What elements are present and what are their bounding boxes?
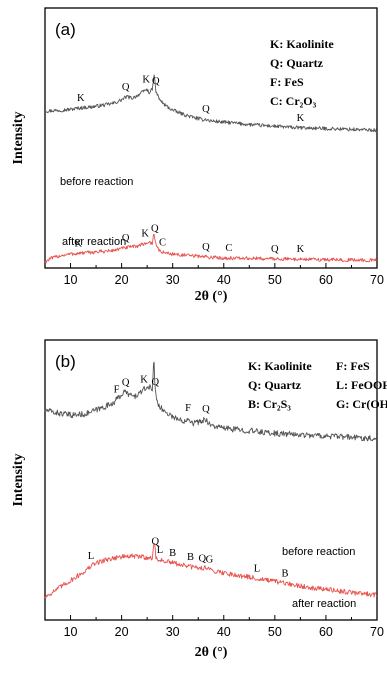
peak-label: L [254, 564, 260, 575]
peak-label: Q [122, 378, 130, 389]
x-axis-label: 2θ (°) [195, 289, 228, 304]
panel-label: (b) [55, 352, 76, 371]
plot-frame [44, 339, 378, 621]
peak-label: F [185, 403, 191, 414]
peak-label: B [169, 548, 176, 559]
series-label: before reaction [60, 176, 133, 188]
peak-label: Q [151, 223, 159, 234]
legend-entry: C: Cr₂O₃ [270, 94, 317, 108]
x-tick-label: 60 [319, 625, 333, 639]
peak-label: Q [152, 537, 160, 548]
peak-label: L [157, 545, 163, 556]
legend-entry: Q: Quartz [248, 378, 302, 392]
peak-label: F [114, 385, 120, 396]
series-line-before [44, 361, 377, 442]
peak-label: B [187, 552, 194, 563]
peak-label: Q [202, 242, 210, 253]
peak-label: L [88, 551, 94, 562]
y-axis-label: Intensity [11, 112, 26, 165]
xrd-panel-b: 10 20 30 40 50 60 70 2θ (°) Intensity (b) K: Kaoli… [11, 339, 387, 660]
peak-label: K [297, 244, 305, 255]
peak-label: Q [152, 377, 160, 388]
series-label: after reaction [292, 598, 356, 610]
peak-label: Q [271, 244, 279, 255]
peak-label: Q [199, 553, 207, 564]
plot-frame [44, 7, 378, 269]
x-tick-label: 30 [166, 273, 180, 287]
x-tick-label: 70 [370, 273, 384, 287]
peak-label: K [140, 375, 148, 386]
peak-label: K [141, 228, 149, 239]
legend-entry: L: FeOOH [336, 378, 387, 392]
y-axis-label: Intensity [11, 454, 26, 507]
peak-label: Q [202, 404, 210, 415]
x-tick-label: 30 [166, 625, 180, 639]
legend-entry: F: FeS [336, 359, 370, 373]
series-label: before reaction [282, 546, 355, 558]
xrd-panel-a: 10 20 30 40 50 60 70 2θ (°) Intensity (a) K: Kaoli… [11, 7, 384, 304]
peak-label: B [282, 568, 289, 579]
legend-entry: F: FeS [270, 75, 304, 89]
peak-label: Q [122, 82, 130, 93]
x-tick-label: 50 [268, 625, 282, 639]
x-tick-label: 10 [64, 273, 78, 287]
series-line-before [44, 74, 377, 133]
x-tick-label: 20 [115, 273, 129, 287]
legend-entry: K: Kaolinite [248, 359, 312, 373]
peak-label: K [74, 238, 82, 249]
x-tick-label: 70 [370, 625, 384, 639]
peak-label: Q [152, 76, 160, 87]
x-tick-label: 10 [64, 625, 78, 639]
peak-label: C [225, 243, 232, 254]
series-line-after [44, 233, 378, 264]
x-tick-label: 50 [268, 273, 282, 287]
legend-entry: K: Kaolinite [270, 37, 334, 51]
peak-label: Q [122, 233, 130, 244]
series-label: after reaction [62, 236, 126, 248]
x-tick-label: 40 [217, 273, 231, 287]
legend-entry: G: Cr(OH)₃ [336, 397, 387, 411]
legend-entry: Q: Quartz [270, 56, 324, 70]
x-axis-label: 2θ (°) [195, 645, 228, 660]
series-line-after [44, 542, 378, 599]
peak-label: G [206, 555, 214, 566]
x-tick-label: 20 [115, 625, 129, 639]
x-tick-label: 40 [217, 625, 231, 639]
peak-label: C [159, 237, 166, 248]
x-tick-label: 60 [319, 273, 333, 287]
peak-label: K [142, 74, 150, 85]
peak-label: K [77, 93, 85, 104]
peak-label: Q [202, 104, 210, 115]
panel-label: (a) [55, 20, 76, 39]
peak-label: K [297, 113, 305, 124]
legend-entry: B: Cr₂S₃ [248, 397, 291, 411]
